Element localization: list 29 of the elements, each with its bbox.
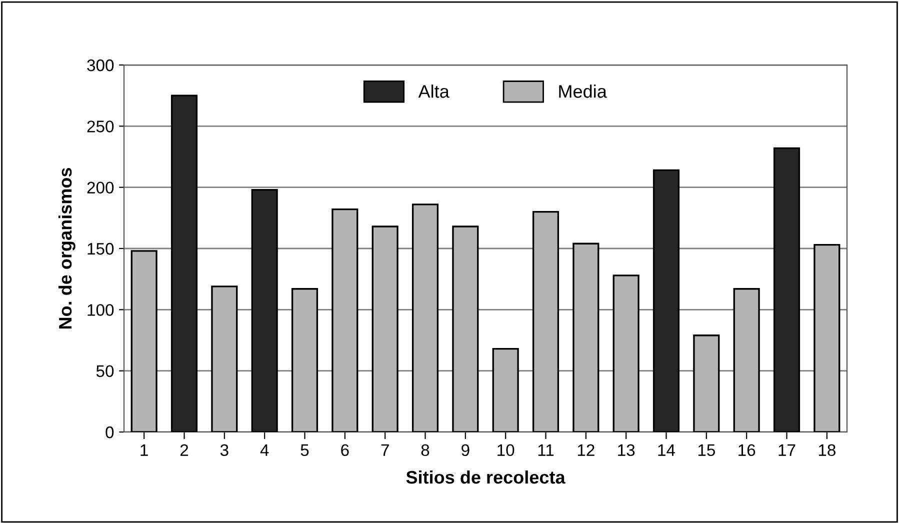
y-tick-label: 200 bbox=[87, 182, 114, 194]
x-tick-label: 4 bbox=[260, 444, 269, 456]
x-tick-label: 3 bbox=[220, 444, 228, 456]
x-tick-label: 13 bbox=[618, 444, 635, 456]
x-tick-label: 2 bbox=[180, 444, 188, 456]
legend-label: Media bbox=[559, 84, 607, 98]
x-tick-label: 18 bbox=[818, 444, 836, 456]
y-tick-label: 150 bbox=[88, 242, 114, 255]
x-tick-label: 17 bbox=[778, 444, 796, 456]
x-tick-label: 8 bbox=[421, 444, 430, 456]
x-tick-label: 11 bbox=[538, 444, 554, 456]
x-axis-title: Sitios de recolecta bbox=[406, 470, 566, 484]
y-tick-label: 0 bbox=[106, 426, 114, 438]
x-tick-label: 12 bbox=[578, 444, 594, 456]
x-tick-label: 10 bbox=[498, 444, 514, 456]
y-tick-label: 300 bbox=[87, 59, 114, 72]
x-tick-label: 14 bbox=[658, 444, 676, 456]
x-tick-label: 15 bbox=[698, 444, 715, 456]
x-tick-label: 6 bbox=[341, 444, 349, 456]
x-tick-label: 7 bbox=[381, 444, 389, 456]
y-axis-title: No. de organismos bbox=[58, 168, 76, 329]
x-tick-label: 9 bbox=[462, 444, 470, 456]
y-tick-label: 250 bbox=[87, 120, 114, 132]
x-tick-label: 1 bbox=[140, 444, 148, 456]
x-tick-label: 16 bbox=[738, 444, 756, 456]
legend-label: Alta bbox=[418, 84, 450, 98]
y-tick-label: 50 bbox=[96, 365, 114, 378]
x-tick-label: 5 bbox=[300, 444, 309, 456]
y-tick-label: 100 bbox=[88, 304, 114, 316]
